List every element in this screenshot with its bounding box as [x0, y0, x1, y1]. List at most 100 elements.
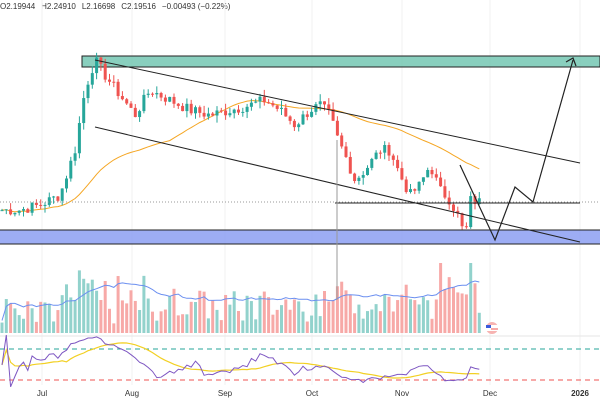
- volume-bar: [469, 263, 473, 333]
- candle: [258, 96, 262, 102]
- volume-bar: [151, 311, 154, 333]
- candle: [318, 101, 322, 105]
- volume-bar: [206, 318, 210, 333]
- time-axis[interactable]: Jul Aug Sep Oct Nov Dec 2026: [37, 389, 590, 398]
- volume-bar: [366, 311, 369, 333]
- candle: [129, 103, 133, 108]
- candle: [103, 63, 107, 80]
- candle: [374, 152, 378, 159]
- candle: [439, 177, 443, 187]
- volume-bar: [241, 320, 245, 333]
- volume-bar: [404, 284, 408, 333]
- volume-bar: [409, 299, 412, 333]
- volume-bar: [452, 287, 455, 333]
- volume-bar: [189, 301, 193, 333]
- volume-bar: [280, 305, 283, 333]
- candle: [327, 104, 331, 110]
- candle: [396, 159, 400, 169]
- volume-bar: [22, 318, 25, 333]
- candle: [17, 210, 21, 213]
- volume-bar: [26, 301, 30, 333]
- volume-bar: [95, 290, 99, 333]
- resistance-zone[interactable]: [81, 55, 600, 68]
- candle: [469, 196, 473, 228]
- candle: [151, 93, 154, 95]
- candle: [211, 113, 215, 116]
- x-tick-label: Dec: [483, 389, 497, 398]
- volume-bar: [344, 290, 348, 333]
- volume-bar: [65, 284, 68, 333]
- candle: [275, 105, 279, 109]
- candle: [314, 104, 318, 112]
- candle: [443, 186, 447, 198]
- candles: [0, 52, 481, 230]
- candle: [460, 213, 464, 227]
- volume-bar: [108, 308, 111, 333]
- channel-upper-line[interactable]: [94, 59, 581, 164]
- candle: [181, 105, 185, 112]
- candle: [323, 101, 326, 105]
- volume-bar: [219, 320, 223, 333]
- candle: [353, 173, 357, 182]
- volume-bar: [288, 309, 292, 333]
- volume-bar: [262, 291, 266, 333]
- candle: [108, 79, 111, 82]
- candle: [65, 178, 68, 189]
- candle: [60, 188, 64, 201]
- volume-bar: [387, 296, 391, 333]
- volume-bar: [159, 311, 163, 333]
- volume-bar: [60, 295, 64, 333]
- volume-bar: [103, 280, 107, 333]
- volume-bar: [86, 283, 90, 333]
- candle: [383, 145, 387, 153]
- candle: [9, 209, 13, 215]
- volume-bar: [138, 309, 142, 333]
- candle: [400, 168, 404, 180]
- volume-bar: [413, 300, 417, 333]
- projection-path[interactable]: [459, 59, 574, 242]
- candle: [194, 107, 197, 114]
- candle: [267, 102, 271, 104]
- volume-bar: [176, 315, 180, 333]
- candle: [340, 135, 344, 147]
- volume-bar: [327, 301, 331, 333]
- candle: [82, 98, 86, 124]
- candle: [447, 197, 451, 205]
- rsi-line: [1, 334, 480, 387]
- volume-bar: [198, 290, 202, 333]
- volume-bar: [314, 294, 318, 333]
- moving-average-line: [1, 100, 480, 213]
- volume-bar: [305, 321, 309, 333]
- volume-bar: [133, 300, 137, 333]
- support-zone[interactable]: [0, 229, 600, 245]
- x-tick-label: Aug: [125, 389, 139, 398]
- candle: [43, 204, 47, 206]
- volume-bars: [0, 263, 481, 333]
- candle: [232, 109, 236, 114]
- candle: [99, 57, 103, 64]
- candle: [288, 116, 292, 121]
- x-tick-label: Oct: [306, 389, 319, 398]
- candle: [95, 57, 99, 74]
- volume-bar: [323, 291, 326, 333]
- candle: [473, 196, 477, 205]
- volume-bar: [52, 321, 56, 333]
- candle: [421, 177, 425, 182]
- change-value: −0.00493 (−0.22%): [161, 2, 231, 11]
- volume-bar: [129, 290, 133, 333]
- candle: [219, 110, 223, 112]
- volume-bar: [361, 318, 365, 333]
- volume-bar: [73, 299, 77, 333]
- candle: [249, 102, 253, 107]
- volume-bar: [249, 301, 253, 333]
- candle: [202, 112, 206, 117]
- volume-bar: [237, 310, 240, 333]
- flag-icon[interactable]: [486, 322, 498, 334]
- candle: [378, 152, 382, 154]
- volume-bar: [168, 296, 172, 333]
- candle: [206, 113, 210, 117]
- candle: [34, 202, 38, 205]
- candle: [26, 209, 30, 213]
- candle: [452, 204, 455, 211]
